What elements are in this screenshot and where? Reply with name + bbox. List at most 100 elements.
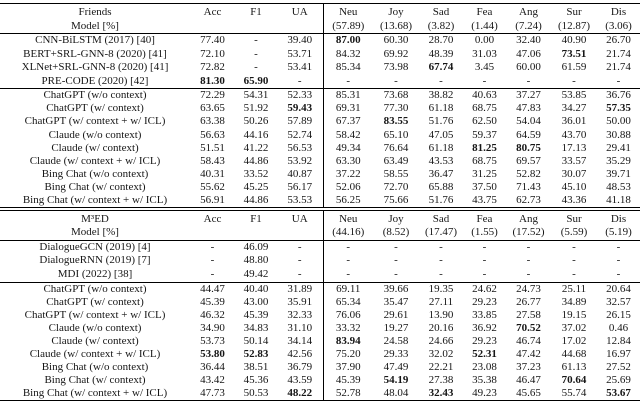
value-cell: 54.04 <box>516 115 541 128</box>
value-cell: 62.50 <box>472 115 497 128</box>
dataset-title-friends: Friends <box>78 6 112 18</box>
value-cell: 25.69 <box>606 373 631 386</box>
value-cell: - <box>439 254 443 267</box>
value-cell: 67.74 <box>428 61 454 74</box>
value-cell: 17.13 <box>561 141 587 154</box>
value-cell: 32.43 <box>428 386 454 399</box>
value-cell: - <box>572 74 576 87</box>
model-name-cell: PRE-CODE (2020) [42] <box>41 74 149 87</box>
table-row: Bing Chat (w/ context) 55.62 45.25 56.17 52.… <box>0 180 640 194</box>
column-header-dis: Dis <box>610 212 627 225</box>
value-cell: 43.70 <box>561 128 587 141</box>
value-cell: - <box>439 74 443 87</box>
value-cell: 40.40 <box>243 282 269 295</box>
value-cell: - <box>277 254 324 268</box>
value-cell: 87.00 <box>335 34 361 46</box>
value-cell: 40.90 <box>561 34 587 46</box>
column-header-joy-pct: (8.52) <box>382 226 410 239</box>
value-cell: 37.23 <box>516 360 541 373</box>
value-cell: 45.36 <box>243 373 269 386</box>
value-cell: 84.32 <box>335 47 361 60</box>
value-cell: 69.11 <box>336 282 361 295</box>
value-cell: 46.47 <box>516 373 541 386</box>
value-cell: 36.79 <box>277 360 324 374</box>
value-cell: 3.45 <box>474 61 495 74</box>
column-header-sur: Sur <box>566 6 582 18</box>
value-cell: 39.40 <box>277 33 324 48</box>
value-cell: 34.90 <box>200 321 225 334</box>
value-cell: 51.92 <box>243 102 269 115</box>
value-cell: 46.09 <box>243 240 269 253</box>
value-cell: 24.73 <box>516 282 541 295</box>
value-cell: 63.38 <box>200 115 225 128</box>
value-cell: 56.63 <box>200 128 225 141</box>
value-cell: 45.65 <box>516 386 541 399</box>
value-cell: 80.75 <box>516 141 541 154</box>
value-cell: 25.11 <box>561 282 587 295</box>
value-cell: 26.77 <box>516 295 541 308</box>
value-cell: - <box>394 74 398 87</box>
value-cell: 19.15 <box>561 308 587 321</box>
value-cell: 44.16 <box>243 128 269 141</box>
value-cell: 64.59 <box>516 128 541 141</box>
table-row: Claude (w/ context) 53.73 50.14 34.14 83.94 2… <box>0 334 640 348</box>
value-cell: - <box>277 240 324 255</box>
m3ed-table-header: M³ED Acc F1 UA Neu Joy Sad Fea Ang Sur D… <box>0 210 640 241</box>
column-header-sur-pct: (5.59) <box>560 226 588 239</box>
value-cell: 53.71 <box>277 47 324 62</box>
table-row: Bing Chat (w/ context + w/ ICL) 56.91 44.8… <box>0 193 640 208</box>
value-cell: 19.27 <box>383 321 409 334</box>
m3ed-row-group-1: ChatGPT (w/o context) 44.47 40.40 31.89 69.1… <box>0 282 640 401</box>
value-cell: 35.38 <box>472 373 497 386</box>
value-cell: 73.98 <box>383 61 409 74</box>
value-cell: 29.33 <box>383 347 409 360</box>
value-cell: 48.53 <box>606 180 631 193</box>
table-row: XLNet+SRL-GNN-8 (2020) [41] 72.82 - 53.41 85… <box>0 61 640 75</box>
value-cell: 36.01 <box>561 115 587 128</box>
value-cell: 29.61 <box>383 308 409 321</box>
value-cell: 70.52 <box>516 321 541 334</box>
model-name-cell: BERT+SRL-GNN-8 (2020) [41] <box>23 47 167 60</box>
value-cell: 68.75 <box>472 102 497 115</box>
value-cell: 44.86 <box>243 154 269 167</box>
value-cell: 65.88 <box>428 180 454 193</box>
value-cell: 83.94 <box>335 334 361 347</box>
value-cell: 34.27 <box>561 102 587 115</box>
value-cell: - <box>346 74 351 87</box>
value-cell: - <box>346 240 351 253</box>
value-cell: 47.73 <box>200 386 225 399</box>
value-cell: - <box>482 74 487 87</box>
value-cell: 20.16 <box>428 321 454 334</box>
value-cell: 37.02 <box>561 321 587 334</box>
value-cell: 65.10 <box>383 128 409 141</box>
model-name-cell: Bing Chat (w/ context + w/ ICL) <box>22 193 168 206</box>
value-cell: - <box>277 267 324 283</box>
value-cell: 55.74 <box>561 386 587 399</box>
value-cell: 0.00 <box>474 34 495 46</box>
value-cell: 31.10 <box>277 321 324 335</box>
friends-table-header: Friends Acc F1 UA Neu Joy Sad Fea Ang Su… <box>0 3 640 34</box>
value-cell: - <box>439 267 443 280</box>
value-cell: 44.86 <box>243 193 269 206</box>
value-cell: 33.85 <box>472 308 497 321</box>
model-name-cell: ChatGPT (w/ context + w/ ICL) <box>24 308 166 321</box>
value-cell: 47.06 <box>516 47 541 60</box>
table-row: Bing Chat (w/o context) 36.44 38.51 36.79 37… <box>0 360 640 374</box>
dataset-title-m3ed: M³ED <box>81 212 109 225</box>
column-header-joy-pct: (13.68) <box>379 19 413 32</box>
value-cell: 53.73 <box>200 334 225 347</box>
value-cell: 61.13 <box>561 360 587 373</box>
column-header-fea: Fea <box>476 212 493 225</box>
value-cell: 72.10 <box>200 47 225 60</box>
model-name-cell: ChatGPT (w/ context + w/ ICL) <box>24 115 166 128</box>
table-row: ChatGPT (w/ context) 63.65 51.92 59.43 69.31… <box>0 102 640 116</box>
value-cell: 24.62 <box>472 282 497 295</box>
value-cell: 54.31 <box>243 89 269 102</box>
value-cell: 47.49 <box>383 360 409 373</box>
value-cell: 85.31 <box>335 89 361 102</box>
value-cell: 77.40 <box>200 34 225 46</box>
value-cell: 21.74 <box>606 61 631 74</box>
column-header-neu-pct: (57.89) <box>332 19 365 32</box>
value-cell: 27.58 <box>516 308 541 321</box>
column-header-f1: F1 <box>250 212 262 225</box>
